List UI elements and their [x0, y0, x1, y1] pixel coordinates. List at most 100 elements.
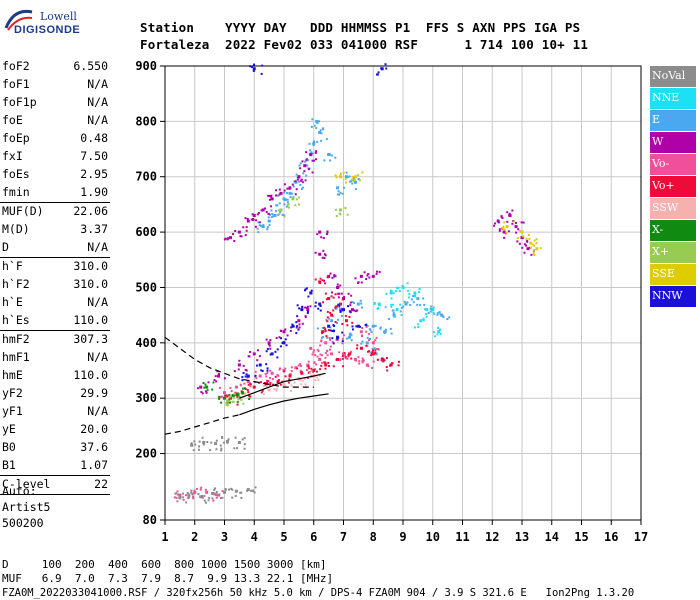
- echo-pixel: [370, 331, 373, 334]
- echo-pixel: [286, 187, 289, 190]
- echo-pixel: [329, 159, 332, 162]
- echo-point-ssw: [267, 388, 271, 392]
- echo-pixel: [315, 127, 318, 130]
- echo-pixel: [299, 369, 302, 372]
- echo-pixel: [279, 209, 282, 212]
- echo-pixel: [385, 365, 388, 368]
- echo-pixel: [231, 496, 234, 499]
- trace-solid-lower: [239, 393, 329, 416]
- echo-pixel: [498, 229, 501, 232]
- echo-pixel: [507, 230, 510, 233]
- echo-pixel: [314, 278, 317, 281]
- echo-point-e: [330, 319, 334, 323]
- echo-pixel: [260, 72, 263, 75]
- echo-pixel: [334, 156, 337, 159]
- echo-point-noval: [246, 488, 250, 492]
- echo-pixel: [236, 395, 239, 398]
- echo-point-vo-: [342, 352, 345, 356]
- echo-pixel: [337, 318, 340, 321]
- param-label: h`F2: [2, 277, 30, 291]
- echo-pixel: [503, 236, 506, 239]
- echo-pixel: [349, 352, 352, 355]
- echo-pixel: [243, 443, 246, 446]
- echo-pixel: [194, 443, 197, 446]
- echo-pixel: [244, 234, 247, 237]
- echo-pixel: [390, 305, 393, 308]
- echo-pixel: [377, 71, 380, 74]
- echo-pixel: [398, 290, 401, 293]
- echo-pixel: [235, 393, 238, 396]
- echo-pixel: [373, 347, 376, 350]
- echo-pixel: [310, 289, 313, 292]
- echo-pixel: [417, 323, 420, 326]
- echo-pixel: [306, 312, 309, 315]
- echo-pixel: [351, 328, 354, 331]
- echo-pixel: [275, 189, 278, 192]
- echo-pixel: [337, 292, 340, 295]
- echo-pixel: [245, 373, 248, 376]
- echo-pixel: [307, 168, 310, 171]
- echo-pixel: [266, 367, 269, 370]
- echo-pixel: [286, 201, 289, 204]
- echo-point-e: [404, 302, 408, 306]
- echo-pixel: [523, 251, 526, 254]
- echo-pixel: [335, 358, 338, 361]
- echo-pixel: [349, 301, 352, 304]
- echo-pixel: [516, 237, 519, 240]
- echo-pixel: [344, 357, 347, 360]
- echo-pixel: [266, 369, 269, 372]
- echo-pixel: [234, 391, 237, 394]
- echo-pixel: [314, 301, 317, 304]
- echo-pixel: [279, 383, 282, 386]
- echo-pixel: [296, 178, 299, 181]
- echo-pixel: [228, 393, 231, 396]
- echo-pixel: [286, 198, 289, 201]
- param-label: hmF2: [2, 332, 30, 346]
- echo-point-w: [309, 153, 313, 157]
- echo-pixel: [268, 223, 271, 226]
- echo-pixel: [236, 401, 239, 404]
- echo-pixel: [306, 376, 309, 379]
- echo-pixel: [220, 497, 223, 500]
- echo-pixel: [254, 486, 257, 489]
- echo-point-e: [273, 213, 277, 217]
- echo-pixel: [203, 386, 206, 389]
- echo-pixel: [518, 242, 521, 245]
- echo-pixel: [301, 379, 304, 382]
- echo-pixel: [406, 289, 409, 292]
- echo-pixel: [295, 326, 298, 329]
- echo-pixel: [358, 360, 361, 363]
- echo-pixel: [242, 372, 245, 375]
- echo-pixel: [276, 204, 279, 207]
- echo-pixel: [296, 325, 299, 328]
- echo-pixel: [218, 493, 221, 496]
- plot-border: [164, 65, 642, 521]
- logo-lowell-text: Lowell: [40, 10, 77, 23]
- echo-pixel: [297, 328, 300, 331]
- echo-pixel: [387, 318, 390, 321]
- echo-pixel: [527, 233, 530, 236]
- echo-pixel: [260, 209, 263, 212]
- echo-pixel: [368, 276, 371, 279]
- echo-pixel: [370, 354, 373, 357]
- echo-pixel: [348, 175, 351, 178]
- echo-pixel: [329, 311, 332, 314]
- echo-pixel: [288, 378, 291, 381]
- echo-pixel: [338, 351, 341, 354]
- echo-pixel: [360, 302, 363, 305]
- echo-pixel: [345, 171, 348, 174]
- echo-pixel: [342, 365, 345, 368]
- echo-point-vo-: [300, 371, 304, 375]
- echo-pixel: [397, 364, 400, 367]
- y-tick-label: 700: [135, 170, 157, 184]
- echo-pixel: [265, 350, 268, 353]
- echo-pixel: [200, 486, 203, 489]
- echo-point-e: [392, 313, 396, 317]
- echo-pixel: [298, 326, 301, 329]
- echo-pixel: [341, 340, 344, 343]
- echo-pixel: [319, 309, 322, 312]
- echo-pixel: [300, 365, 303, 368]
- echo-pixel: [412, 301, 415, 304]
- echo-pixel: [389, 289, 392, 292]
- echo-pixel: [332, 324, 335, 327]
